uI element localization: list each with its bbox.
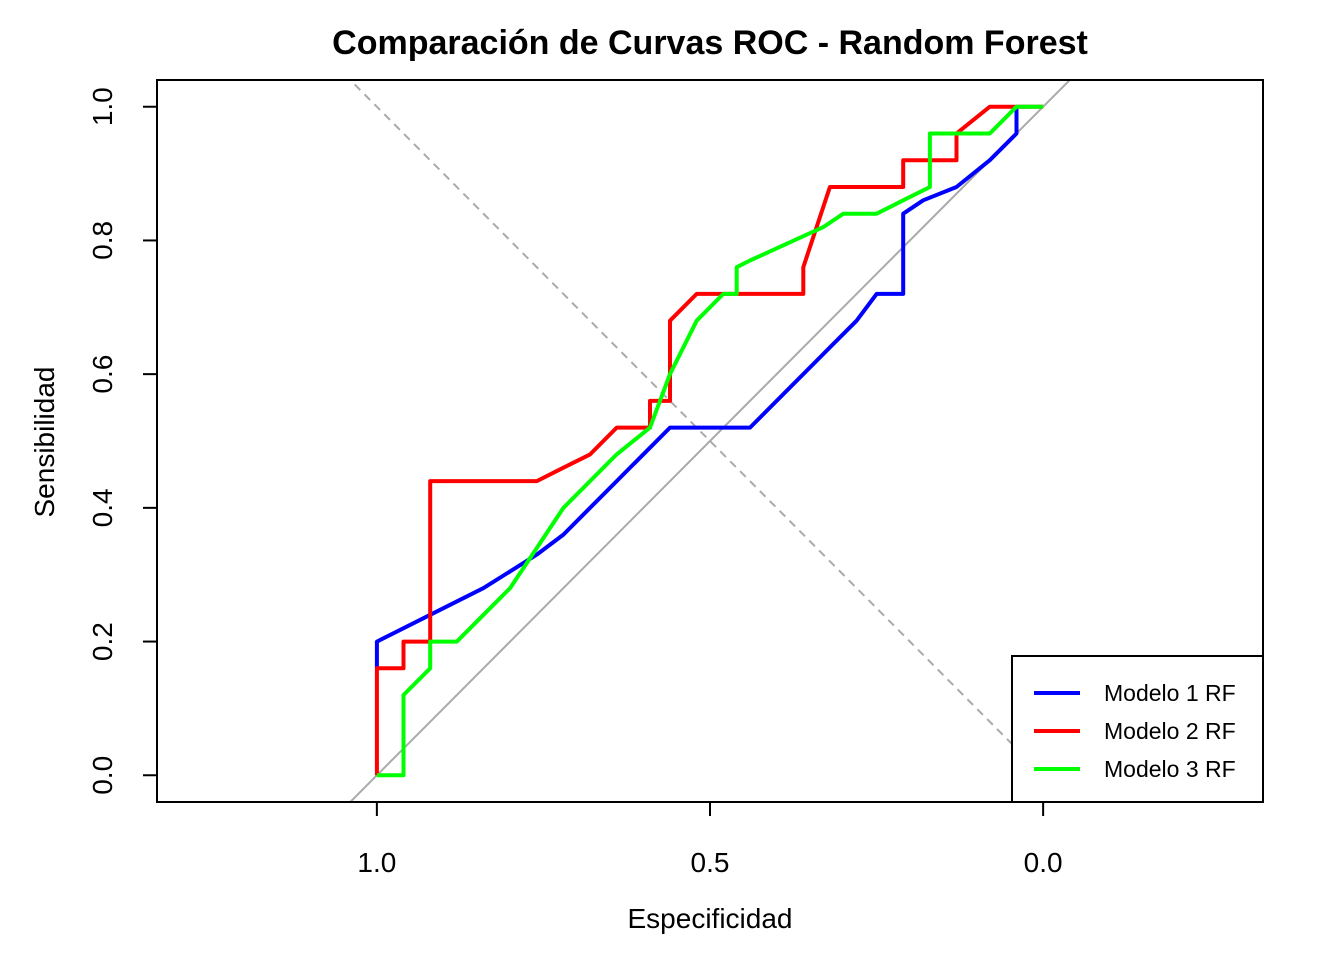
x-tick-label: 0.0 xyxy=(1024,847,1063,878)
y-tick-label: 1.0 xyxy=(87,87,118,126)
series-line-1 xyxy=(374,106,1019,669)
legend: Modelo 1 RF Modelo 2 RF Modelo 3 RF xyxy=(1011,655,1264,803)
series-line-3 xyxy=(376,104,1044,778)
legend-label-3: Modelo 3 RF xyxy=(1104,756,1236,782)
plot-inner xyxy=(348,80,1072,802)
y-tick-label: 0.2 xyxy=(87,622,118,661)
reference-line-diagonal xyxy=(348,80,1072,802)
y-axis-label: Sensibilidad xyxy=(29,367,60,518)
chart-title: Comparación de Curvas ROC - Random Fores… xyxy=(332,24,1088,62)
axes: 1.0 0.5 0.0 0.0 0.2 0.4 0.6 0.8 1.0 xyxy=(87,79,1264,878)
plot-area xyxy=(348,80,1072,802)
y-tick-label: 0.6 xyxy=(87,355,118,394)
y-tick-label: 0.4 xyxy=(87,488,118,527)
x-tick-label: 0.5 xyxy=(691,847,730,878)
y-tick-label: 0.0 xyxy=(87,756,118,795)
y-tick-label: 0.8 xyxy=(87,221,118,260)
x-tick-label: 1.0 xyxy=(357,847,396,878)
legend-label-1: Modelo 1 RF xyxy=(1104,680,1236,706)
x-axis-label: Especificidad xyxy=(628,903,793,934)
legend-label-2: Modelo 2 RF xyxy=(1104,718,1236,744)
